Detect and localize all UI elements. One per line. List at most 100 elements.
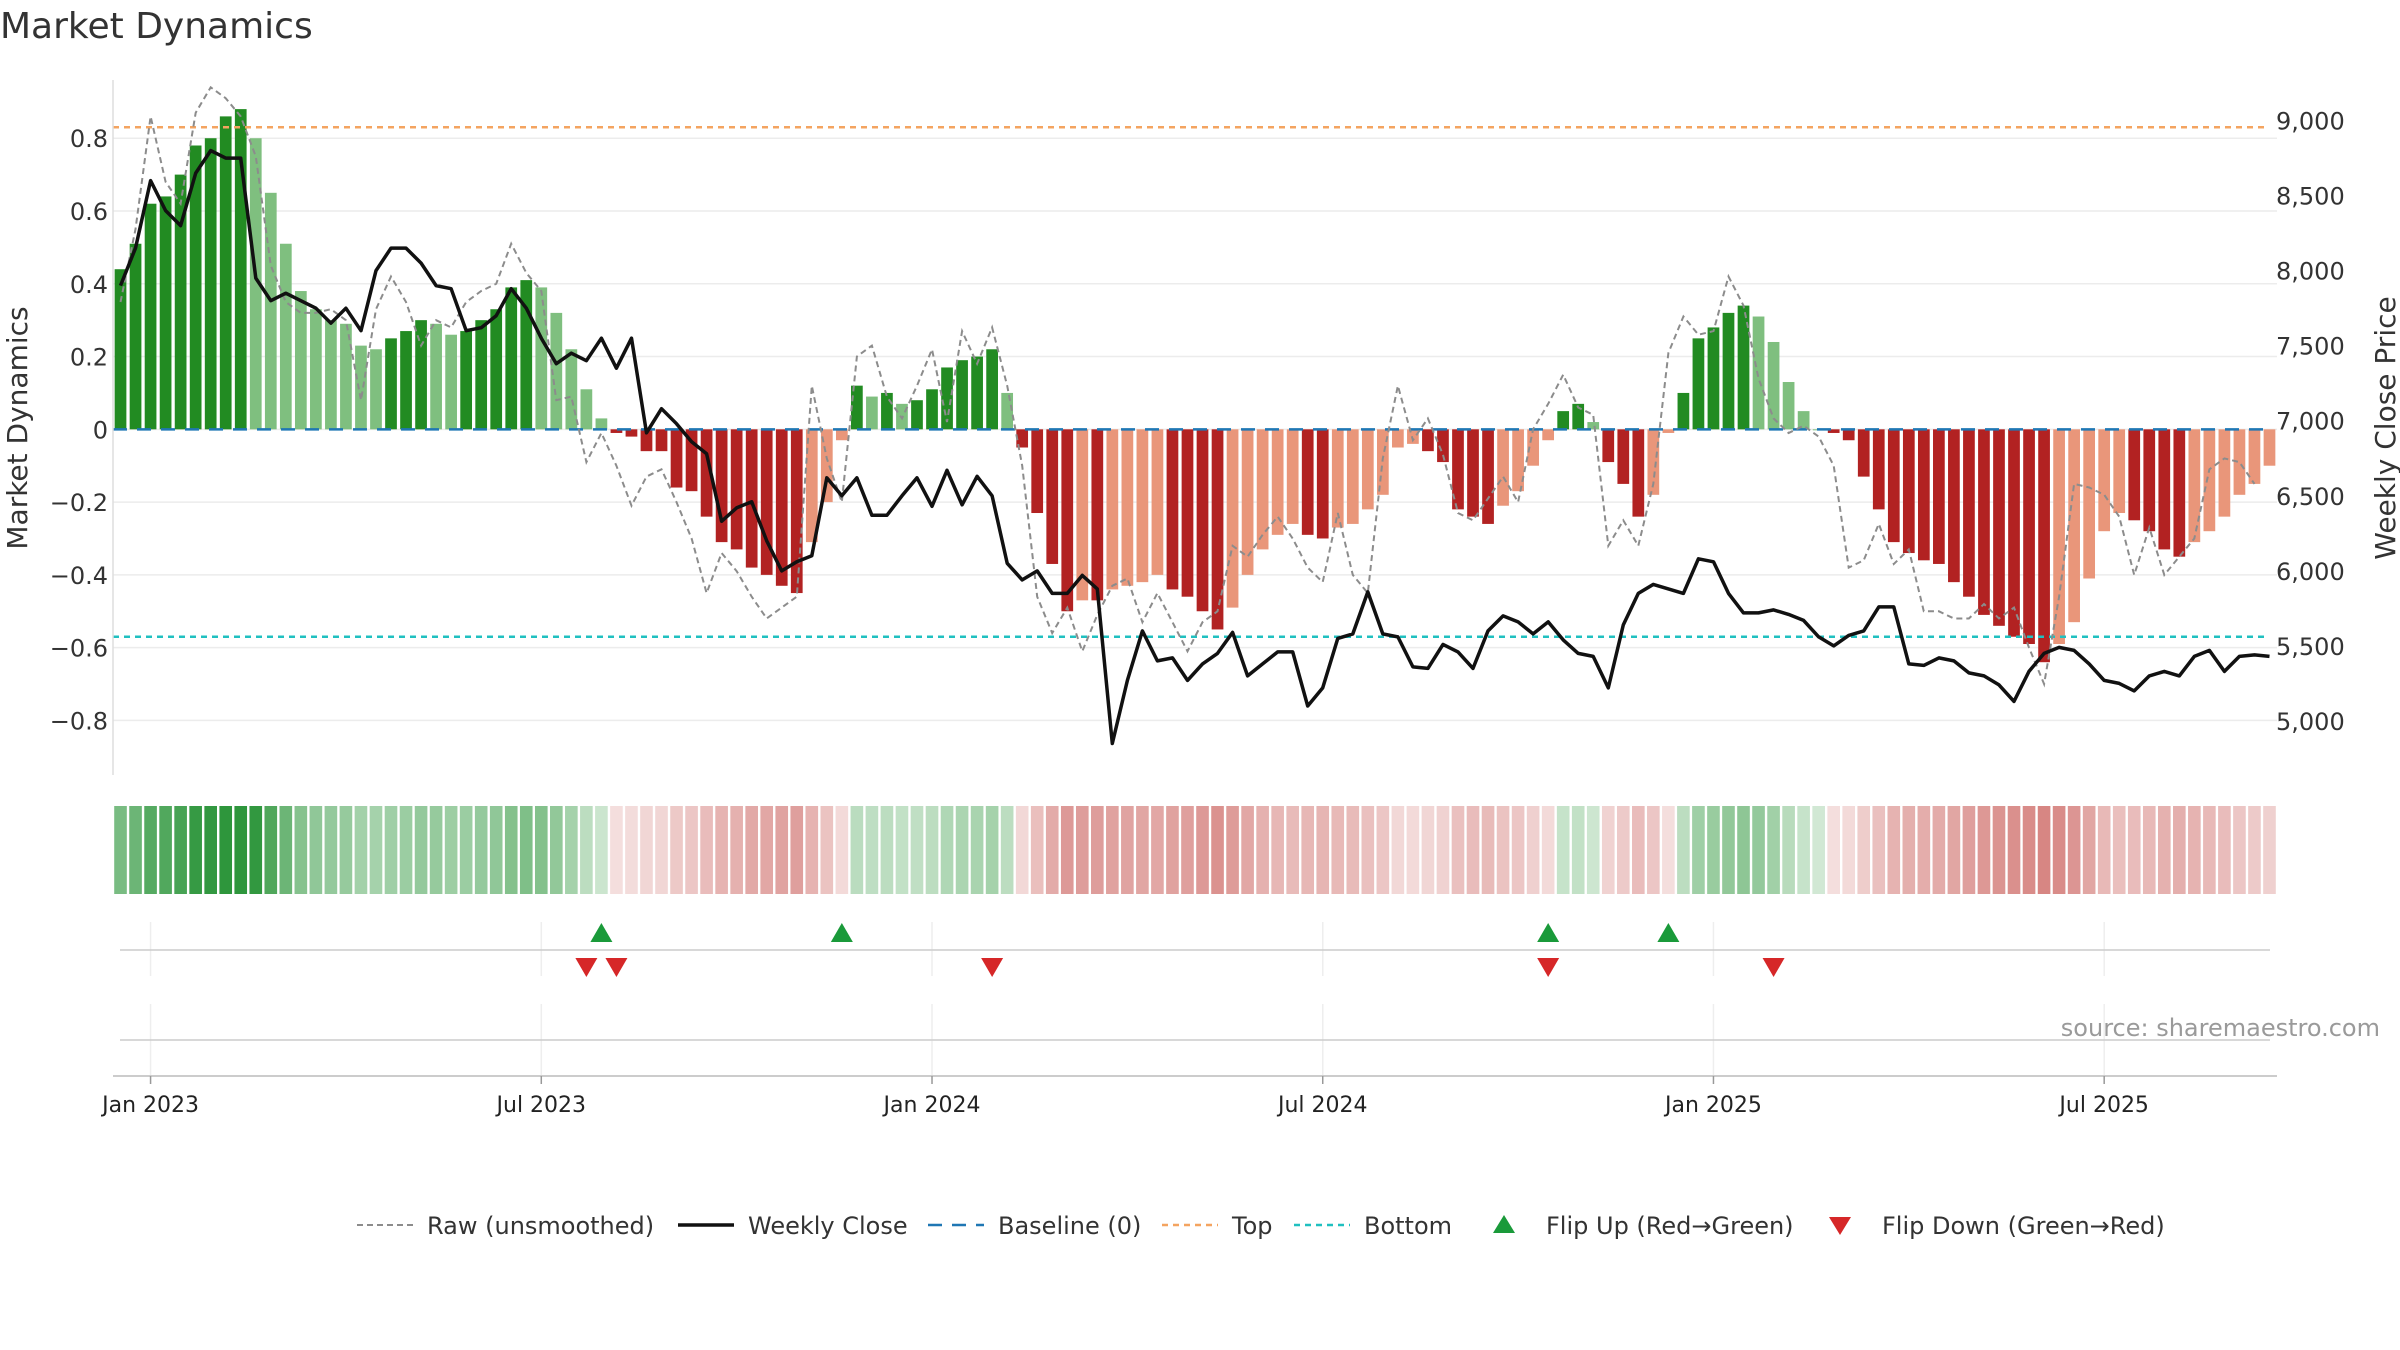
heat-strip-cell: [895, 806, 909, 894]
legend-label: Top: [1231, 1212, 1273, 1240]
heat-strip-cell: [504, 806, 518, 894]
dynamics-bar: [2113, 429, 2126, 514]
dynamics-bar: [2218, 429, 2231, 517]
legend-label: Flip Down (Green→Red): [1882, 1212, 2165, 1240]
dynamics-bar: [1452, 429, 1464, 510]
dynamics-bar: [1857, 429, 1870, 477]
heat-strip-cell: [1887, 806, 1901, 894]
heat-strip-cell: [429, 806, 443, 894]
dynamics-bar: [1797, 411, 1810, 430]
heat-strip-cell: [279, 806, 293, 894]
heat-strip-cell: [1211, 806, 1224, 894]
heat-strip-cell: [1091, 806, 1104, 894]
dynamics-bar: [1933, 429, 1945, 564]
dynamics-bar: [1767, 341, 1780, 430]
dynamics-bar: [550, 312, 563, 430]
heat-strip-cell: [1106, 806, 1119, 894]
x-tick-label: Jul 2025: [2057, 1093, 2149, 1118]
heat-strip-cell: [550, 806, 563, 894]
heat-strip-cell: [1601, 806, 1615, 894]
heat-strip-cell: [1030, 806, 1044, 894]
heat-strip-cell: [1301, 806, 1315, 894]
heat-strip-cell: [1616, 806, 1630, 894]
dynamics-bar: [1437, 429, 1449, 463]
dynamics-bar: [2008, 429, 2020, 637]
dynamics-bar: [2053, 429, 2065, 645]
dynamics-bar: [1872, 429, 1885, 510]
dynamics-bar: [2233, 429, 2246, 495]
axes-layer: 0.8 0.6 0.4 0.2 0 −0.2 −0.4 −0.6 −0.8 9,000 8,500 8…: [1, 80, 2400, 775]
close-line-layer: [118, 148, 2270, 746]
dynamics-bar: [370, 349, 382, 430]
dynamics-bar: [1286, 429, 1299, 524]
dynamics-bar: [400, 331, 412, 430]
heat-strip-cell: [1722, 806, 1735, 894]
heat-strip-cell: [1812, 806, 1825, 894]
dynamics-bar: [1842, 429, 1855, 441]
heat-strip-cell: [1181, 806, 1194, 894]
chart-title: Market Dynamics: [0, 6, 313, 47]
dynamics-bar: [835, 429, 848, 441]
dynamics-bar: [1902, 429, 1915, 554]
dynamics-bar: [1737, 305, 1750, 430]
dynamics-bar: [1542, 429, 1555, 441]
dynamics-bar: [820, 429, 833, 503]
dynamics-bar: [1392, 429, 1404, 448]
y-left-tick-label: −0.8: [50, 707, 108, 735]
heat-strip-cell: [1151, 806, 1164, 894]
heat-strip-cell: [775, 806, 789, 894]
heat-strip-cell: [1511, 806, 1525, 894]
dynamics-bar: [1948, 429, 1960, 583]
heat-strip-cell: [1481, 806, 1495, 894]
heat-strip-cell: [264, 806, 278, 894]
dynamics-bar: [670, 429, 683, 488]
dynamics-bar: [310, 309, 322, 430]
heat-strip-cell: [309, 806, 323, 894]
heat-strip-cell: [384, 806, 398, 894]
heat-strip-cell: [1241, 806, 1254, 894]
dynamics-bar: [1917, 429, 1930, 561]
heat-strip-cell: [189, 806, 202, 894]
flip-down-marker: [981, 958, 1004, 977]
heat-strip: [114, 806, 2276, 894]
dynamics-bar: [625, 429, 638, 437]
heat-strip-cell: [1571, 806, 1585, 894]
heat-strip-cell: [1917, 806, 1931, 894]
heat-strip-cell: [640, 806, 653, 894]
legend-label: Weekly Close: [748, 1212, 908, 1240]
heat-strip-cell: [1632, 806, 1645, 894]
dynamics-bar: [911, 400, 923, 430]
heat-strip-cell: [1752, 806, 1765, 894]
heat-strip-cell: [2263, 806, 2276, 894]
heat-strip-cell: [444, 806, 458, 894]
flip-up-marker: [830, 923, 853, 942]
heat-strip-cell: [2067, 806, 2081, 894]
dynamics-bar: [1887, 429, 1900, 543]
flip-down-marker: [1762, 958, 1785, 977]
y-right-tick-label: 6,000: [2276, 558, 2345, 586]
heat-strip-cell: [745, 806, 758, 894]
heat-strip-cell: [1015, 806, 1029, 894]
dynamics-bar: [159, 196, 172, 430]
x-tick-label: Jul 2024: [1276, 1093, 1368, 1118]
dynamics-bar: [385, 338, 397, 430]
heat-strip-cell: [2082, 806, 2096, 894]
flip-up-marker: [1537, 923, 1560, 942]
dynamics-bar: [2158, 429, 2171, 550]
dynamics-bar: [1782, 382, 1795, 430]
heat-strip-cell: [805, 806, 819, 894]
heat-strip-cell: [850, 806, 864, 894]
dynamics-bar: [805, 429, 818, 543]
heat-strip-cell: [144, 806, 157, 894]
dynamics-bar: [2038, 429, 2050, 663]
heat-strip-cell: [1121, 806, 1134, 894]
dynamics-bar: [2023, 429, 2035, 645]
dynamics-bar: [355, 345, 367, 430]
dynamics-bar: [1692, 338, 1705, 430]
dynamics-bar: [851, 385, 863, 430]
y-right-tick-label: 8,500: [2276, 183, 2345, 211]
y-left-tick-label: 0: [93, 416, 108, 444]
dynamics-bar: [325, 320, 337, 430]
y-left-tick-label: 0.8: [70, 125, 108, 153]
dynamics-bar: [1482, 429, 1494, 524]
